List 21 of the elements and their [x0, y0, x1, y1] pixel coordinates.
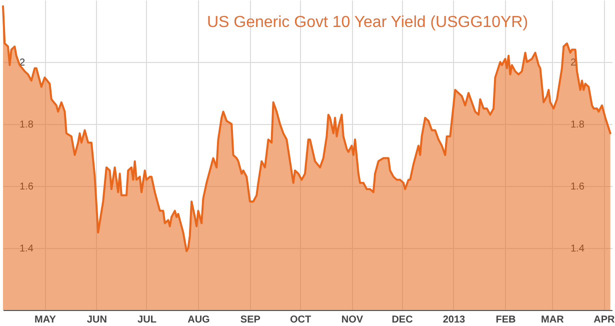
y2-tick-label: 1.4	[570, 244, 585, 254]
x-tick-label: SEP	[240, 314, 261, 326]
x-tick-label: JUL	[138, 314, 156, 326]
x-tick-label: FEB	[496, 314, 516, 326]
x-tick-label: 2013	[442, 314, 466, 326]
y2-tick-label: 1.8	[570, 120, 585, 130]
x-tick-label: JUN	[86, 314, 107, 326]
y2-tick-label: 1.6	[570, 182, 585, 192]
y-tick-label: 1.4	[20, 244, 34, 254]
x-tick-label: MAR	[541, 314, 565, 326]
x-tick-label: APR	[594, 314, 615, 326]
x-tick-label: AUG	[188, 314, 210, 326]
x-tick-label: DEC	[392, 314, 413, 326]
y2-tick-label: 2	[570, 58, 576, 68]
y-tick-label: 1.6	[20, 182, 34, 192]
y-tick-label: 2	[20, 58, 26, 68]
y-tick-label: 1.8	[20, 120, 34, 130]
x-tick-label: OCT	[290, 314, 312, 326]
x-tick-label: NOV	[341, 314, 364, 326]
text: US Generic Govt 10 Year Yield (USGG10YR)	[206, 14, 528, 31]
x-tick-label: MAY	[34, 314, 56, 326]
